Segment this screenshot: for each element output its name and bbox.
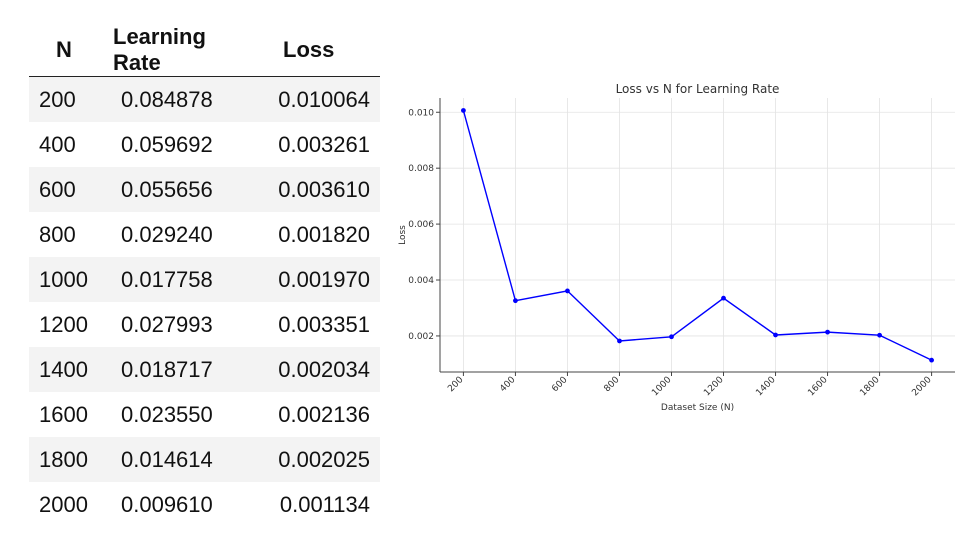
x-tick-label: 1000 xyxy=(650,375,673,398)
cell-n: 2000 xyxy=(39,491,88,517)
x-tick-label: 1400 xyxy=(754,375,777,398)
x-tick-label: 400 xyxy=(498,375,517,394)
table-row: 1800 0.014614 0.002025 xyxy=(29,437,380,482)
x-tick-label: 1200 xyxy=(702,375,725,398)
cell-learning-rate: 0.059692 xyxy=(121,131,213,157)
cell-n: 400 xyxy=(39,131,76,157)
table-row: 1200 0.027993 0.003351 xyxy=(29,302,380,347)
y-tick-label: 0.002 xyxy=(408,332,434,342)
chart-title: Loss vs N for Learning Rate xyxy=(616,82,780,96)
x-tick-label: 1800 xyxy=(858,375,881,398)
cell-loss: 0.002034 xyxy=(278,356,370,382)
cell-learning-rate: 0.029240 xyxy=(121,221,213,247)
data-point xyxy=(565,288,570,294)
cell-learning-rate: 0.027993 xyxy=(121,311,213,337)
data-point xyxy=(825,329,830,335)
cell-loss: 0.001134 xyxy=(279,491,370,517)
cell-learning-rate: 0.023550 xyxy=(121,401,213,427)
table-row: 400 0.059692 0.003261 xyxy=(29,122,380,167)
table-row: 1400 0.018717 0.002034 xyxy=(29,347,380,392)
cell-learning-rate: 0.055656 xyxy=(121,176,213,202)
data-point xyxy=(877,332,882,338)
x-tick-label: 2000 xyxy=(910,375,933,398)
loss-chart: 0.002 0.004 0.006 0.008 0.010 200 400 600 800 100… xyxy=(398,82,955,413)
cell-loss: 0.003351 xyxy=(278,311,370,337)
cell-loss: 0.003261 xyxy=(278,131,370,157)
data-point xyxy=(669,334,674,340)
cell-learning-rate: 0.018717 xyxy=(121,356,213,382)
cell-n: 1600 xyxy=(39,401,88,427)
cell-loss: 0.003610 xyxy=(278,176,370,202)
cell-n: 1400 xyxy=(39,356,88,382)
table-row: 200 0.084878 0.010064 xyxy=(29,76,380,122)
table-row: 2000 0.009610 0.001134 xyxy=(29,482,380,527)
data-point xyxy=(617,338,622,344)
cell-n: 1200 xyxy=(39,311,88,337)
x-axis-label: Dataset Size (N) xyxy=(661,403,734,413)
cell-loss: 0.001820 xyxy=(278,221,370,247)
table-row: 1000 0.017758 0.001970 xyxy=(29,257,380,302)
x-tick-label: 1600 xyxy=(806,375,829,398)
cell-n: 800 xyxy=(39,221,76,247)
data-point xyxy=(721,295,726,301)
cell-learning-rate: 0.084878 xyxy=(121,86,213,112)
y-tick-label: 0.010 xyxy=(408,108,434,118)
cell-loss: 0.001970 xyxy=(278,266,370,292)
cell-n: 200 xyxy=(39,86,76,112)
data-point xyxy=(773,332,778,338)
y-tick-label: 0.006 xyxy=(408,220,434,230)
cell-loss: 0.002136 xyxy=(278,401,370,427)
cell-learning-rate: 0.017758 xyxy=(121,266,213,292)
table-body: 200 0.084878 0.010064 400 0.059692 0.003261 60… xyxy=(29,76,380,528)
cell-learning-rate: 0.009610 xyxy=(121,491,213,517)
table-row: 1600 0.023550 0.002136 xyxy=(29,392,380,437)
cell-learning-rate: 0.014614 xyxy=(121,446,213,472)
cell-n: 1000 xyxy=(39,266,88,292)
data-point xyxy=(929,357,934,363)
header-loss: Loss xyxy=(251,24,380,77)
y-tick-label: 0.004 xyxy=(408,276,434,286)
header-n: N xyxy=(29,24,113,77)
data-point xyxy=(461,108,466,113)
cell-n: 1800 xyxy=(39,446,88,472)
cell-loss: 0.010064 xyxy=(278,86,370,112)
table-header-row: N Learning Rate Loss xyxy=(29,24,380,77)
table-row: 800 0.029240 0.001820 xyxy=(29,212,380,257)
x-tick-label: 600 xyxy=(550,375,569,394)
y-tick-label: 0.008 xyxy=(408,164,434,174)
table-row: 600 0.055656 0.003610 xyxy=(29,167,380,212)
x-tick-label: 800 xyxy=(602,375,621,394)
y-axis-label: Loss xyxy=(398,225,408,245)
data-point xyxy=(513,298,518,304)
header-learning-rate: Learning Rate xyxy=(113,24,251,77)
results-table: N Learning Rate Loss 200 0.084878 0.010064… xyxy=(29,24,380,527)
cell-n: 600 xyxy=(39,176,76,202)
x-tick-label: 200 xyxy=(446,375,465,394)
series-line xyxy=(462,110,932,361)
cell-loss: 0.002025 xyxy=(278,446,370,472)
